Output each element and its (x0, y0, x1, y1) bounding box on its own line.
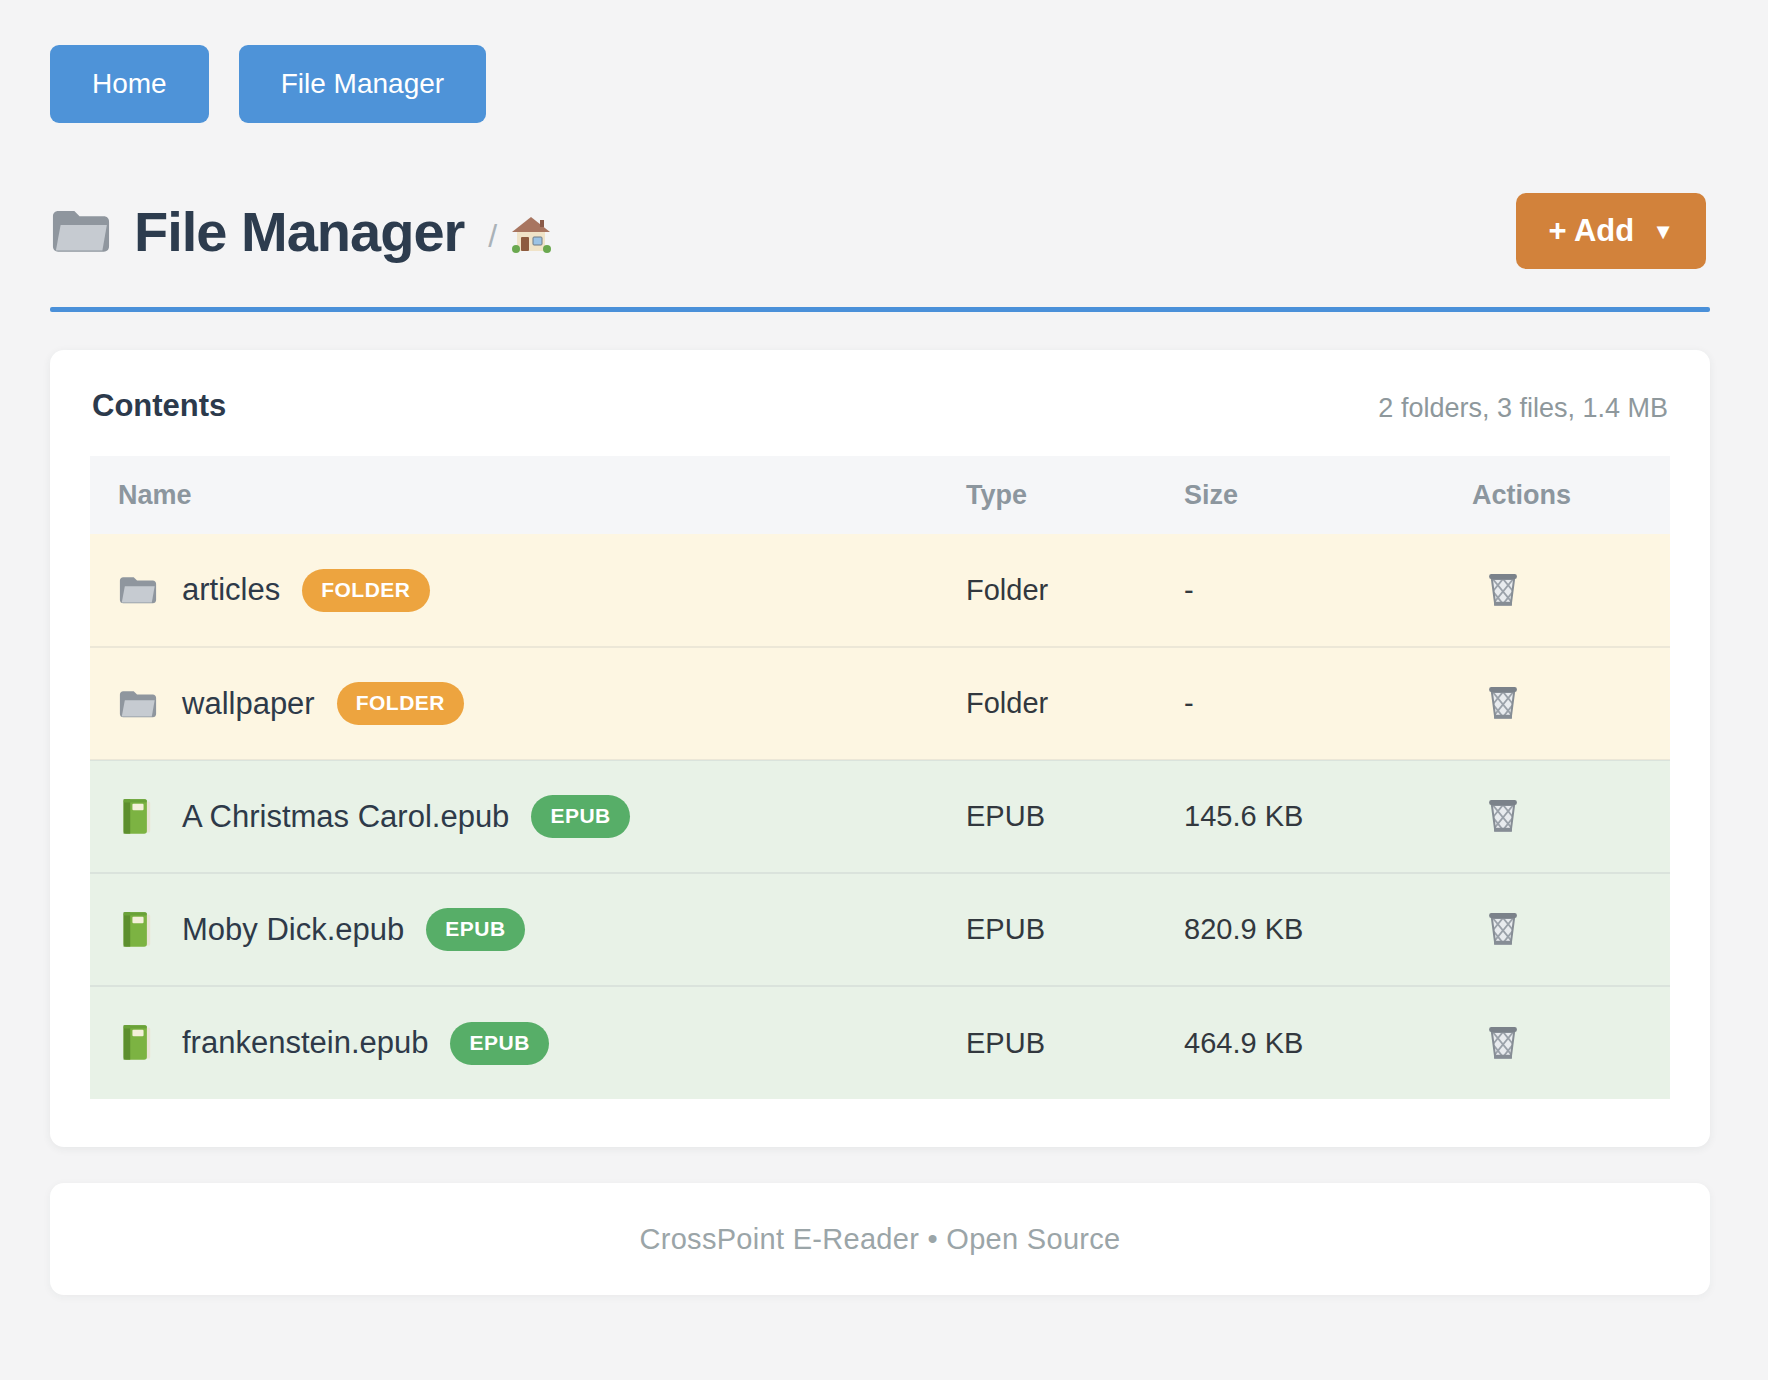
type-cell: EPUB (966, 873, 1184, 986)
table-header-row: Name Type Size Actions (90, 456, 1670, 534)
folder-name-link[interactable]: articles (182, 572, 280, 608)
size-cell: 464.9 KB (1184, 986, 1472, 1099)
file-name-link[interactable]: Moby Dick.epub (182, 912, 404, 948)
delete-button[interactable] (1480, 791, 1526, 839)
delete-button[interactable] (1480, 1018, 1526, 1066)
home-icon (511, 215, 551, 255)
table-row-moby-dick[interactable]: Moby Dick.epub EPUB EPUB 820.9 KB (90, 873, 1670, 986)
trash-icon (1484, 682, 1522, 722)
folder-icon (118, 684, 158, 724)
size-cell: - (1184, 534, 1472, 647)
size-cell: 820.9 KB (1184, 873, 1472, 986)
add-button-label: + Add (1548, 213, 1634, 249)
folder-name-link[interactable]: wallpaper (182, 686, 315, 722)
folder-icon (50, 205, 112, 257)
type-cell: EPUB (966, 986, 1184, 1099)
size-cell: - (1184, 647, 1472, 760)
folder-icon (118, 570, 158, 610)
contents-table: Name Type Size Actions articles FOLDER F… (90, 456, 1670, 1099)
header-divider (50, 307, 1710, 312)
size-cell: 145.6 KB (1184, 760, 1472, 873)
column-header-type: Type (966, 456, 1184, 534)
trash-icon (1484, 795, 1522, 835)
folder-badge: FOLDER (302, 569, 429, 612)
book-icon (118, 910, 158, 950)
trash-icon (1484, 1022, 1522, 1062)
page-title: File Manager (134, 199, 464, 264)
file-name-link[interactable]: A Christmas Carol.epub (182, 799, 509, 835)
column-header-actions: Actions (1472, 456, 1670, 534)
table-row-christmas-carol[interactable]: A Christmas Carol.epub EPUB EPUB 145.6 K… (90, 760, 1670, 873)
delete-button[interactable] (1480, 678, 1526, 726)
footer-text: CrossPoint E-Reader • Open Source (639, 1223, 1120, 1256)
column-header-size: Size (1184, 456, 1472, 534)
file-name-link[interactable]: frankenstein.epub (182, 1025, 428, 1061)
trash-icon (1484, 569, 1522, 609)
folder-badge: FOLDER (337, 682, 464, 725)
book-icon (118, 797, 158, 837)
epub-badge: EPUB (531, 795, 629, 838)
book-icon (118, 1023, 158, 1063)
table-row-frankenstein[interactable]: frankenstein.epub EPUB EPUB 464.9 KB (90, 986, 1670, 1099)
contents-summary: 2 folders, 3 files, 1.4 MB (1378, 393, 1668, 424)
trash-icon (1484, 908, 1522, 948)
top-nav: Home File Manager (50, 45, 1710, 123)
breadcrumb-separator: / (488, 218, 497, 255)
nav-home-button[interactable]: Home (50, 45, 209, 123)
nav-file-manager-button[interactable]: File Manager (239, 45, 486, 123)
type-cell: Folder (966, 534, 1184, 647)
column-header-name: Name (90, 456, 966, 534)
chevron-down-icon: ▼ (1652, 217, 1674, 245)
contents-title: Contents (92, 388, 226, 424)
contents-card-header: Contents 2 folders, 3 files, 1.4 MB (90, 388, 1670, 424)
footer: CrossPoint E-Reader • Open Source (50, 1183, 1710, 1295)
table-row-articles[interactable]: articles FOLDER Folder - (90, 534, 1670, 647)
type-cell: Folder (966, 647, 1184, 760)
epub-badge: EPUB (426, 908, 524, 951)
page-title-group: File Manager / (50, 199, 551, 264)
delete-button[interactable] (1480, 904, 1526, 952)
delete-button[interactable] (1480, 565, 1526, 613)
epub-badge: EPUB (450, 1022, 548, 1065)
breadcrumb-home-link[interactable] (511, 215, 551, 255)
file-manager-page: Home File Manager File Manager / + Add ▼… (0, 0, 1768, 1355)
contents-card: Contents 2 folders, 3 files, 1.4 MB Name… (50, 350, 1710, 1147)
page-header: File Manager / + Add ▼ (50, 193, 1710, 269)
table-row-wallpaper[interactable]: wallpaper FOLDER Folder - (90, 647, 1670, 760)
add-button[interactable]: + Add ▼ (1516, 193, 1706, 269)
type-cell: EPUB (966, 760, 1184, 873)
